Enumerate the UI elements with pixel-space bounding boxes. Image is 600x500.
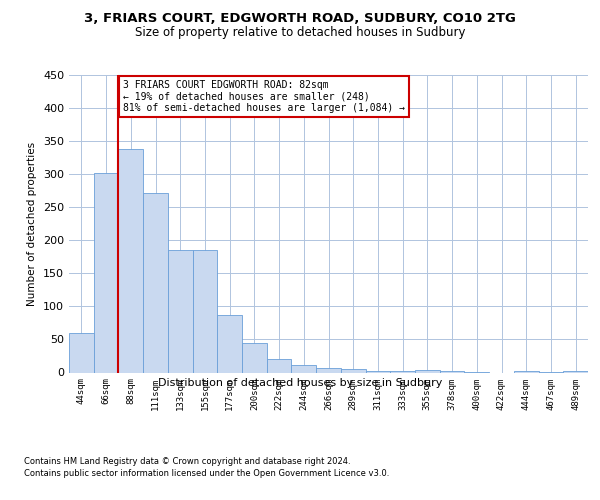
- Bar: [168, 250, 193, 372]
- Bar: [390, 370, 415, 372]
- Text: Contains public sector information licensed under the Open Government Licence v3: Contains public sector information licen…: [24, 469, 389, 478]
- Bar: [341, 369, 365, 372]
- Bar: [292, 364, 316, 372]
- Bar: [118, 149, 143, 372]
- Bar: [94, 173, 118, 372]
- Y-axis label: Number of detached properties: Number of detached properties: [28, 142, 37, 306]
- Bar: [267, 358, 292, 372]
- Bar: [193, 250, 217, 372]
- Bar: [440, 370, 464, 372]
- Bar: [365, 370, 390, 372]
- Text: Distribution of detached houses by size in Sudbury: Distribution of detached houses by size …: [158, 378, 442, 388]
- Bar: [415, 370, 440, 372]
- Text: Contains HM Land Registry data © Crown copyright and database right 2024.: Contains HM Land Registry data © Crown c…: [24, 458, 350, 466]
- Bar: [563, 370, 588, 372]
- Bar: [143, 192, 168, 372]
- Bar: [242, 344, 267, 372]
- Text: 3 FRIARS COURT EDGWORTH ROAD: 82sqm
← 19% of detached houses are smaller (248)
8: 3 FRIARS COURT EDGWORTH ROAD: 82sqm ← 19…: [124, 80, 406, 114]
- Text: 3, FRIARS COURT, EDGWORTH ROAD, SUDBURY, CO10 2TG: 3, FRIARS COURT, EDGWORTH ROAD, SUDBURY,…: [84, 12, 516, 26]
- Bar: [69, 333, 94, 372]
- Text: Size of property relative to detached houses in Sudbury: Size of property relative to detached ho…: [135, 26, 465, 39]
- Bar: [316, 368, 341, 372]
- Bar: [217, 315, 242, 372]
- Bar: [514, 371, 539, 372]
